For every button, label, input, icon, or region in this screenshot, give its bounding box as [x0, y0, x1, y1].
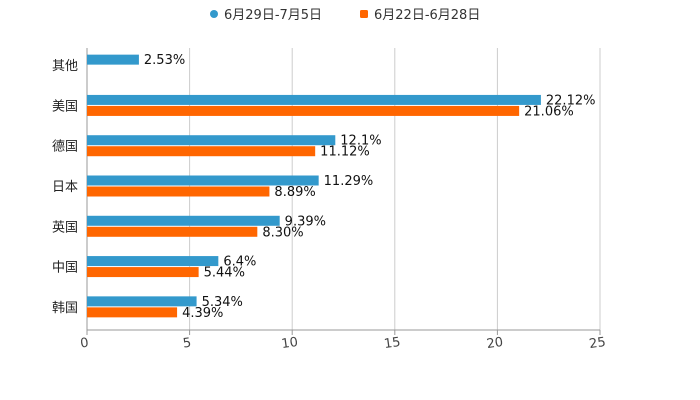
- legend-label: 6月29日-7月5日: [224, 8, 322, 23]
- data-label: 5.44%: [204, 266, 245, 281]
- data-label: 11.29%: [324, 174, 374, 189]
- bar-current-week: [87, 94, 541, 105]
- x-tick-label: 20: [486, 335, 504, 352]
- bar-previous-week: [87, 186, 270, 197]
- category-label: 德国: [52, 140, 78, 155]
- bar-current-week: [87, 135, 336, 146]
- bar-current-week: [87, 215, 280, 226]
- data-label: 22.12%: [546, 93, 596, 108]
- bar-previous-week: [87, 146, 316, 157]
- legend-marker-square: [360, 10, 368, 18]
- category-label: 美国: [52, 99, 78, 114]
- data-label: 9.39%: [285, 214, 326, 229]
- bar-current-week: [87, 175, 319, 186]
- data-label: 2.53%: [144, 53, 185, 68]
- bar-previous-week: [87, 105, 520, 116]
- bars: [87, 54, 541, 318]
- x-axis: 0 5 10 15 20 25: [79, 329, 607, 352]
- data-label: 4.39%: [182, 306, 223, 321]
- legend: 6月29日-7月5日 6月22日-6月28日: [210, 8, 480, 23]
- data-label: 5.34%: [202, 295, 243, 310]
- data-label: 8.89%: [274, 185, 315, 200]
- value-labels: 2.53% 22.12%21.06% 12.1%11.12% 11.29% 8.89% 9…: [144, 53, 596, 321]
- category-label: 英国: [52, 220, 78, 235]
- x-tick-label: 25: [588, 335, 606, 352]
- x-tick-label: 0: [79, 336, 89, 352]
- bar-previous-week: [87, 267, 199, 278]
- bar-current-week: [87, 256, 219, 267]
- x-tick-label: 10: [280, 335, 298, 352]
- x-tick-label: 5: [182, 336, 192, 352]
- bar-previous-week: [87, 226, 258, 237]
- category-label: 日本: [52, 180, 78, 195]
- data-label: 12.1%: [340, 134, 381, 149]
- data-label: 8.30%: [262, 225, 303, 240]
- bar-current-week: [87, 296, 197, 307]
- x-tick-label: 15: [383, 335, 401, 352]
- bar-current-week: [87, 54, 139, 65]
- data-label: 6.4%: [223, 255, 256, 270]
- category-label: 韩国: [52, 301, 78, 316]
- data-label: 11.12%: [320, 145, 370, 160]
- category-label: 其他: [52, 59, 78, 74]
- bar-previous-week: [87, 307, 178, 318]
- data-label: 21.06%: [524, 104, 574, 119]
- legend-marker-circle: [210, 10, 218, 18]
- category-label: 中国: [52, 261, 78, 276]
- legend-label: 6月22日-6月28日: [374, 8, 480, 23]
